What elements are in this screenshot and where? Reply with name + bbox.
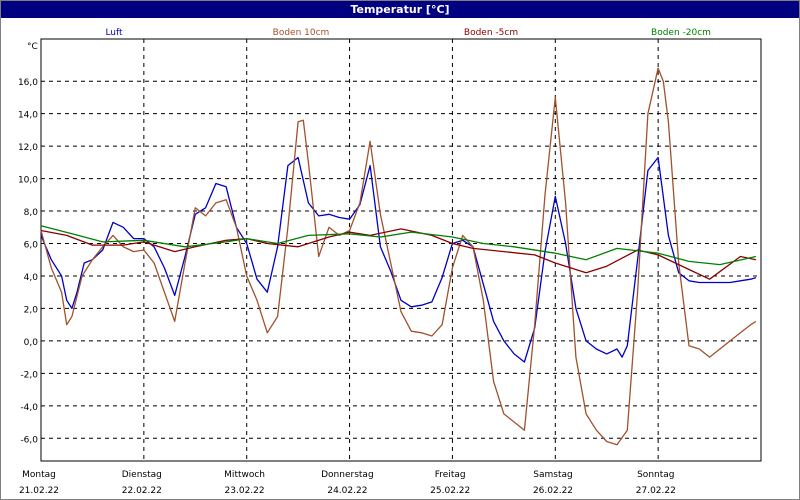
- y-tick-label: -2,0: [20, 370, 38, 380]
- y-tick-label: -4,0: [20, 403, 38, 413]
- legend-entry: Boden 10cm: [273, 28, 330, 38]
- x-tick-date-label: 21.02.22: [19, 486, 59, 496]
- y-tick-label: -6,0: [20, 435, 38, 445]
- x-tick-date-label: 25.02.22: [430, 486, 470, 496]
- y-tick-label: 2,0: [24, 305, 39, 315]
- x-tick-date-label: 23.02.22: [225, 486, 265, 496]
- y-tick-label: 16,0: [18, 78, 38, 88]
- y-tick-label: 4,0: [24, 273, 39, 283]
- y-axis-label: °C: [27, 42, 38, 52]
- plot-area: [40, 38, 762, 462]
- y-tick-label: 12,0: [18, 143, 38, 153]
- x-tick-day-label: Donnerstag: [321, 470, 374, 480]
- window-title: Temperatur [°C]: [1, 1, 799, 18]
- series-line-boden-10cm: [40, 67, 757, 446]
- x-tick-date-label: 24.02.22: [327, 486, 367, 496]
- x-tick-day-label: Montag: [22, 470, 56, 480]
- y-tick-label: 8,0: [24, 208, 39, 218]
- x-tick-day-label: Dienstag: [122, 470, 162, 480]
- legend-entry: Luft: [105, 28, 123, 38]
- y-tick-label: 0,0: [24, 338, 39, 348]
- legend-entry: Boden -20cm: [651, 28, 711, 38]
- series-line-boden-20cm: [40, 225, 757, 266]
- y-tick-label: 6,0: [24, 241, 39, 251]
- x-tick-date-label: 26.02.22: [533, 486, 573, 496]
- x-tick-date-label: 27.02.22: [636, 486, 676, 496]
- y-tick-label: 14,0: [18, 111, 38, 121]
- x-tick-day-label: Mittwoch: [224, 470, 265, 480]
- y-tick-label: 10,0: [18, 176, 38, 186]
- x-tick-date-label: 22.02.22: [122, 486, 162, 496]
- x-tick-day-label: Sonntag: [637, 470, 674, 480]
- x-tick-day-label: Samstag: [533, 470, 572, 480]
- legend-entry: Boden -5cm: [464, 28, 518, 38]
- x-tick-day-label: Freitag: [435, 470, 466, 480]
